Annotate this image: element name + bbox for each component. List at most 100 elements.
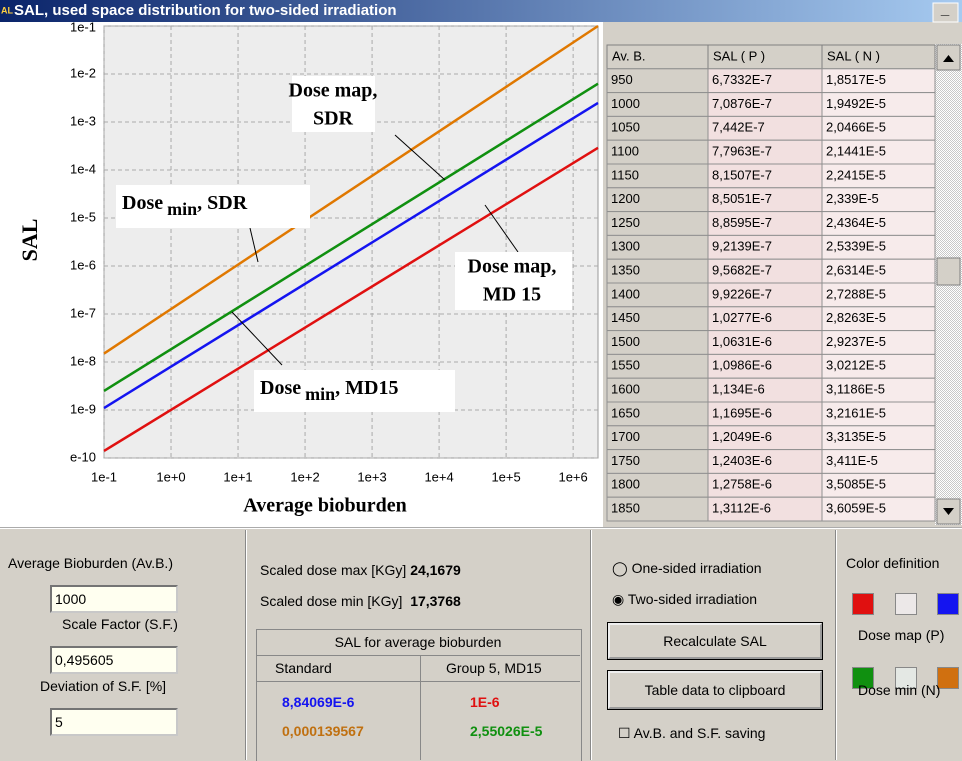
swatch[interactable] [895,593,917,615]
cell-text: 2,9237E-5 [826,334,886,349]
button[interactable]: Recalculate SAL [608,623,822,659]
cell-text: 7,442E-7 [712,120,765,135]
x-axis-label: Average bioburden [243,495,407,517]
x-tick-label: 1e+0 [156,469,185,484]
cell-text: 2,6314E-5 [826,263,886,278]
annotation-sub: min [167,199,197,219]
cell-text: 1050 [611,120,640,135]
leader-line [249,227,259,263]
annotation-part: , SDR [197,192,248,214]
scroll-thumb[interactable] [936,257,961,286]
radio[interactable]: ◉ Two-sided irradiation [612,591,758,607]
cell-text: 1400 [611,286,640,301]
divider [256,655,580,656]
annotation: Dose map, [289,80,378,102]
divider [256,681,580,682]
x-tick-label: 1e+3 [357,469,386,484]
cell-text: 1,2403E-6 [712,453,772,468]
cell-text: 8,8595E-7 [712,215,772,230]
title-bar [0,0,962,22]
x-tick-label: 1e+2 [290,469,319,484]
column-header: Av. B. [612,48,645,63]
y-tick-label: 1e-3 [70,113,96,128]
annotation-part: Dose [122,192,163,214]
annotation-box [455,252,572,310]
cell-text: 9,2139E-7 [712,239,772,254]
leader-line [484,204,519,253]
cell-text: 1750 [611,453,640,468]
cell-text: 1700 [611,429,640,444]
cell-text: 1550 [611,358,640,373]
cell-text: 3,411E-5 [826,453,878,468]
cell-text: 1300 [611,239,640,254]
minimize-button[interactable] [932,2,959,23]
color-panel: Color definition Dose map (P) Dose min (… [838,530,962,760]
y-axis-label: SAL [17,219,42,262]
cell-text: 3,0212E-5 [826,358,886,373]
cell-text: 3,2161E-5 [826,405,886,420]
checkbox-label[interactable]: Av.B. and S.F. saving [633,725,766,741]
swatch[interactable] [937,667,959,689]
sal-group [256,629,582,761]
swatch[interactable] [852,593,874,615]
y-tick-label: 1e-7 [70,305,96,320]
leader-line [394,134,446,181]
cell-text: 6,7332E-7 [712,72,772,87]
label: Dose map (P) [858,627,945,643]
annotation: Dose map, [468,256,557,278]
leader-line [231,311,283,366]
cell-text: 1600 [611,382,640,397]
cell-text: 3,5085E-5 [826,477,886,492]
cell-text: 1500 [611,334,640,349]
separator [835,530,837,760]
cell-text: 2,7288E-5 [826,286,886,301]
label: Scaled dose max [KGy] [260,562,407,578]
y-tick-label: 1e-8 [70,353,96,368]
input[interactable]: 1000 [50,585,178,613]
x-tick-label: 1e+1 [223,469,252,484]
y-tick-label: 1e-9 [70,401,96,416]
y-tick-label: 1e-2 [70,65,96,80]
cell-text: 1200 [611,191,640,206]
radio[interactable]: ◯ One-sided irradiation [612,560,762,576]
cell-text: 9,5682E-7 [712,263,772,278]
cell-text: 3,6059E-5 [826,501,886,516]
swatch[interactable] [895,667,917,689]
cell-text: 2,4364E-5 [826,215,886,230]
col-header: Group 5, MD15 [446,660,542,676]
radio-label[interactable]: One-sided irradiation [631,560,762,576]
checkbox[interactable]: ☐ Av.B. and S.F. saving [618,725,766,741]
swatch[interactable] [937,593,959,615]
cell-text: 1,0277E-6 [712,310,772,325]
value: 2,55026E-5 [470,723,543,739]
cell-text: 1,9492E-5 [826,96,886,111]
y-tick-label: 1e-1 [70,19,96,34]
window-title: SAL, used space distribution for two-sid… [14,2,397,19]
radio-label[interactable]: Two-sided irradiation [627,591,758,607]
cell-text: 1,0631E-6 [712,334,772,349]
cell-text: 2,0466E-5 [826,120,886,135]
label: Scale Factor (S.F.) [62,616,178,632]
group-title: SAL for average bioburden [334,634,502,650]
cell-text: 1150 [611,167,639,182]
button[interactable]: Table data to clipboard [608,671,822,709]
cell-text: 3,3135E-5 [826,429,886,444]
minimize-label[interactable]: _ [940,1,950,18]
cell-text: 1,2758E-6 [712,477,772,492]
label: Scaled dose min [KGy] 17,3768 [260,593,461,609]
cell-text: 1350 [611,263,640,278]
value: 8,84069E-6 [282,694,355,710]
cell-text: 8,5051E-7 [712,191,772,206]
cell-text: 1000 [611,96,640,111]
label: Scaled dose max [KGy] 24,1679 [260,562,461,578]
input[interactable]: 5 [50,708,178,736]
cell-text: 8,1507E-7 [712,167,772,182]
y-tick-label: e-10 [70,449,96,464]
cell-text: 1850 [611,501,640,516]
separator [590,530,592,760]
cell-text: 1,8517E-5 [826,72,886,87]
cell-text: 1,134E-6 [712,382,765,397]
input[interactable]: 0,495605 [50,646,178,674]
swatch[interactable] [852,667,874,689]
y-tick-label: 1e-6 [70,257,96,272]
